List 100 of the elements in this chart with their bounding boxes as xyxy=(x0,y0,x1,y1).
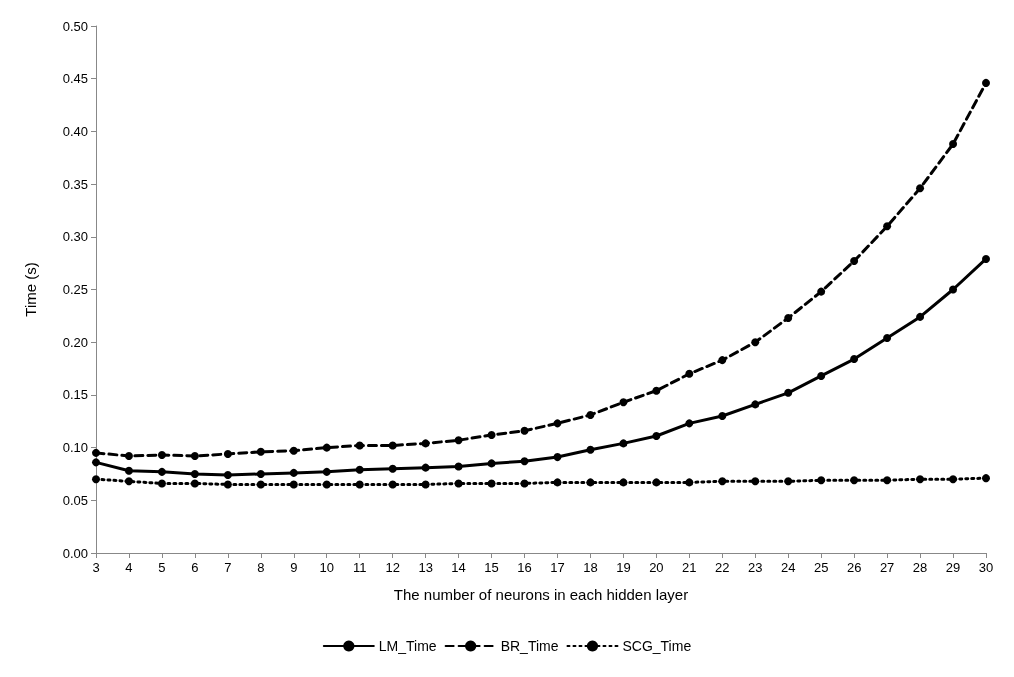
point xyxy=(322,443,331,452)
point xyxy=(553,419,562,428)
y-tick-label: 0.40 xyxy=(62,123,88,139)
point xyxy=(388,441,397,450)
point xyxy=(289,446,298,455)
x-tick-label: 26 xyxy=(846,560,862,575)
x-tick-label: 25 xyxy=(813,560,829,575)
point xyxy=(784,477,793,486)
point xyxy=(949,285,958,294)
point xyxy=(619,478,628,487)
x-tick-label: 22 xyxy=(715,560,730,575)
x-tick-label: 28 xyxy=(912,560,928,575)
point xyxy=(421,463,430,472)
x-tick-label: 16 xyxy=(517,560,532,575)
point xyxy=(586,410,595,419)
point xyxy=(850,355,859,364)
x-tick-label: 5 xyxy=(158,560,166,575)
point xyxy=(619,439,628,448)
x-tick-label: 12 xyxy=(385,560,400,575)
point xyxy=(124,452,133,461)
x-tick-label: 21 xyxy=(682,560,697,575)
point xyxy=(92,475,100,484)
x-tick-label: 29 xyxy=(945,560,961,575)
point xyxy=(157,450,166,459)
point xyxy=(520,457,529,466)
x-tick-label: 10 xyxy=(319,560,334,575)
point xyxy=(850,476,859,485)
point xyxy=(454,462,463,471)
x-tick-label: 17 xyxy=(550,560,565,575)
point xyxy=(256,469,265,478)
point xyxy=(652,386,661,395)
point xyxy=(520,479,529,488)
point xyxy=(586,445,595,454)
point xyxy=(652,432,661,440)
x-tick-label: 27 xyxy=(879,560,895,575)
x-tick-label: 9 xyxy=(290,560,298,575)
point xyxy=(949,475,958,484)
point xyxy=(982,474,990,483)
y-axis-title: Time (s) xyxy=(22,262,39,317)
point xyxy=(454,479,463,488)
x-tick-label: 13 xyxy=(418,560,433,575)
x-tick-label: 6 xyxy=(191,560,199,575)
x-tick-label: 11 xyxy=(352,560,367,575)
point xyxy=(421,439,430,448)
point xyxy=(817,476,826,485)
point xyxy=(718,411,727,420)
point xyxy=(850,257,859,266)
point xyxy=(883,476,892,485)
point xyxy=(916,312,925,321)
x-tick-label: 23 xyxy=(748,560,763,575)
point xyxy=(190,479,199,488)
y-tick-label: 0.30 xyxy=(62,229,88,245)
y-tick-label: 0.50 xyxy=(62,18,88,34)
x-tick-label: 3 xyxy=(92,560,100,575)
y-tick-label: 0.00 xyxy=(62,545,88,561)
point xyxy=(487,459,496,468)
point xyxy=(916,475,925,484)
point xyxy=(916,184,925,193)
legend-label: SCG_Time xyxy=(622,638,692,654)
y-tick-label: 0.35 xyxy=(62,176,88,192)
point xyxy=(124,466,133,475)
point xyxy=(223,449,232,458)
x-tick-label: 30 xyxy=(978,560,994,575)
point xyxy=(817,371,826,380)
point xyxy=(553,478,562,487)
point xyxy=(751,338,760,347)
x-tick-label: 19 xyxy=(616,560,631,575)
point xyxy=(454,436,463,445)
point xyxy=(289,468,298,477)
x-tick-label: 7 xyxy=(224,560,232,575)
x-tick-label: 20 xyxy=(649,560,664,575)
point xyxy=(685,419,694,428)
legend-label: LM_Time xyxy=(378,638,437,654)
point xyxy=(92,448,100,457)
point xyxy=(685,369,694,378)
point xyxy=(949,140,958,149)
point xyxy=(619,398,628,407)
point xyxy=(718,356,727,365)
x-axis-title: The number of neurons in each hidden layer xyxy=(393,586,689,603)
point xyxy=(751,477,760,486)
point xyxy=(982,78,990,87)
point xyxy=(388,464,397,473)
point xyxy=(751,400,760,409)
point xyxy=(322,480,331,489)
point xyxy=(256,480,265,489)
x-tick-label: 18 xyxy=(583,560,598,575)
point xyxy=(817,287,826,296)
point xyxy=(883,333,892,342)
point xyxy=(157,479,166,488)
y-tick-label: 0.25 xyxy=(62,282,88,297)
y-tick-label: 0.45 xyxy=(62,71,88,87)
point xyxy=(355,465,364,474)
x-tick-label: 24 xyxy=(780,560,796,575)
point xyxy=(124,477,133,486)
point xyxy=(223,471,232,479)
point xyxy=(421,480,430,489)
x-tick-label: 4 xyxy=(125,560,133,575)
point xyxy=(784,388,793,397)
point xyxy=(652,478,661,487)
x-tick-label: 14 xyxy=(451,560,466,575)
